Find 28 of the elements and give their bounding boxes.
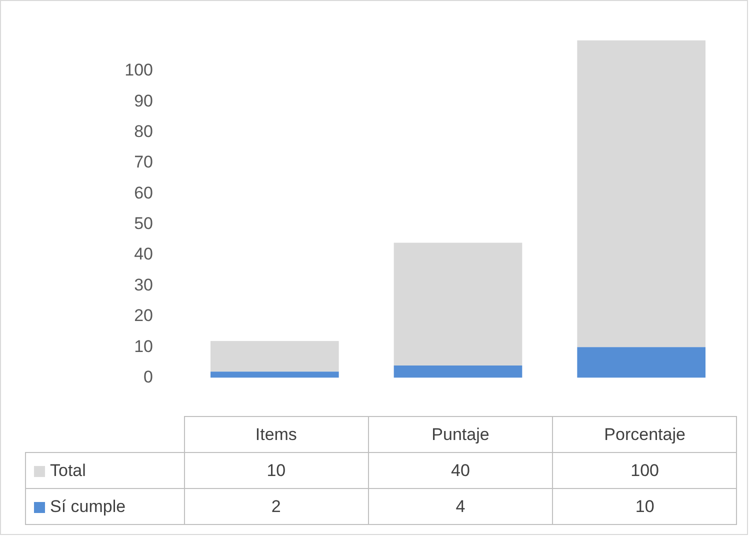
data-label: 100 xyxy=(552,452,737,488)
y-tick-label: 100 xyxy=(124,60,153,80)
y-tick-label: 50 xyxy=(134,214,153,234)
y-tick-label: 10 xyxy=(134,336,153,356)
y-tick-label: 40 xyxy=(134,244,153,264)
data-label: 10 xyxy=(552,488,737,524)
data-label: 10 xyxy=(184,452,368,488)
y-tick-label: 90 xyxy=(134,91,153,110)
bar xyxy=(210,340,339,372)
y-tick-label: 80 xyxy=(134,122,153,141)
legend-label: Total xyxy=(26,452,184,488)
y-tick-label: 30 xyxy=(134,275,153,294)
legend-label: Sí cumple xyxy=(26,488,184,524)
y-tick-label: 70 xyxy=(134,152,153,172)
y-tick-label: 0 xyxy=(144,367,153,386)
x-tick-label: Puntaje xyxy=(368,416,553,452)
bar xyxy=(210,372,339,378)
y-tick-label: 20 xyxy=(134,306,153,326)
bar xyxy=(394,366,522,378)
x-tick-label: Porcentaje xyxy=(552,416,737,452)
y-tick-label: 60 xyxy=(134,183,153,202)
bar xyxy=(577,40,706,348)
data-label: 4 xyxy=(368,488,553,524)
bar xyxy=(394,242,522,366)
x-tick-label: Items xyxy=(184,416,368,452)
data-label: 40 xyxy=(368,452,553,488)
bar xyxy=(577,347,706,378)
data-label: 2 xyxy=(184,488,368,524)
